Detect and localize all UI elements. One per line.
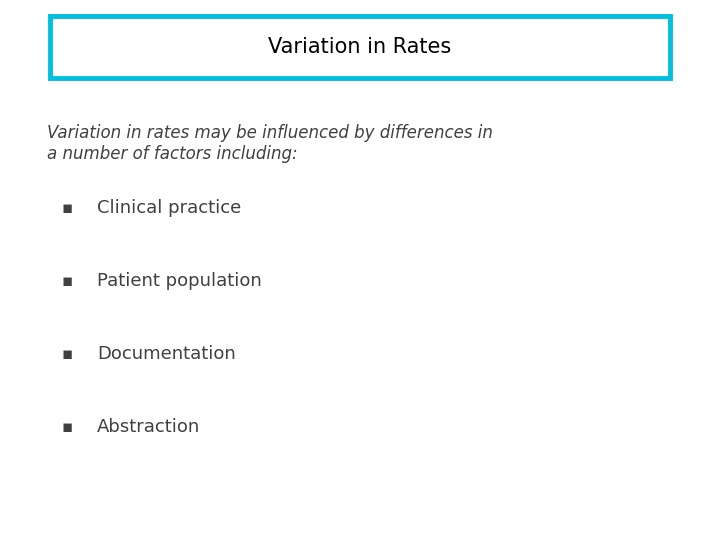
Text: ▪: ▪ [61,417,73,436]
Text: Documentation: Documentation [97,345,236,363]
Text: ▪: ▪ [61,345,73,363]
Text: Variation in rates may be influenced by differences in
a number of factors inclu: Variation in rates may be influenced by … [47,124,492,163]
Text: ▪: ▪ [61,272,73,290]
FancyBboxPatch shape [50,16,670,78]
Text: Variation in Rates: Variation in Rates [269,37,451,57]
Text: Patient population: Patient population [97,272,262,290]
Text: Clinical practice: Clinical practice [97,199,241,217]
Text: ▪: ▪ [61,199,73,217]
Text: Abstraction: Abstraction [97,417,200,436]
